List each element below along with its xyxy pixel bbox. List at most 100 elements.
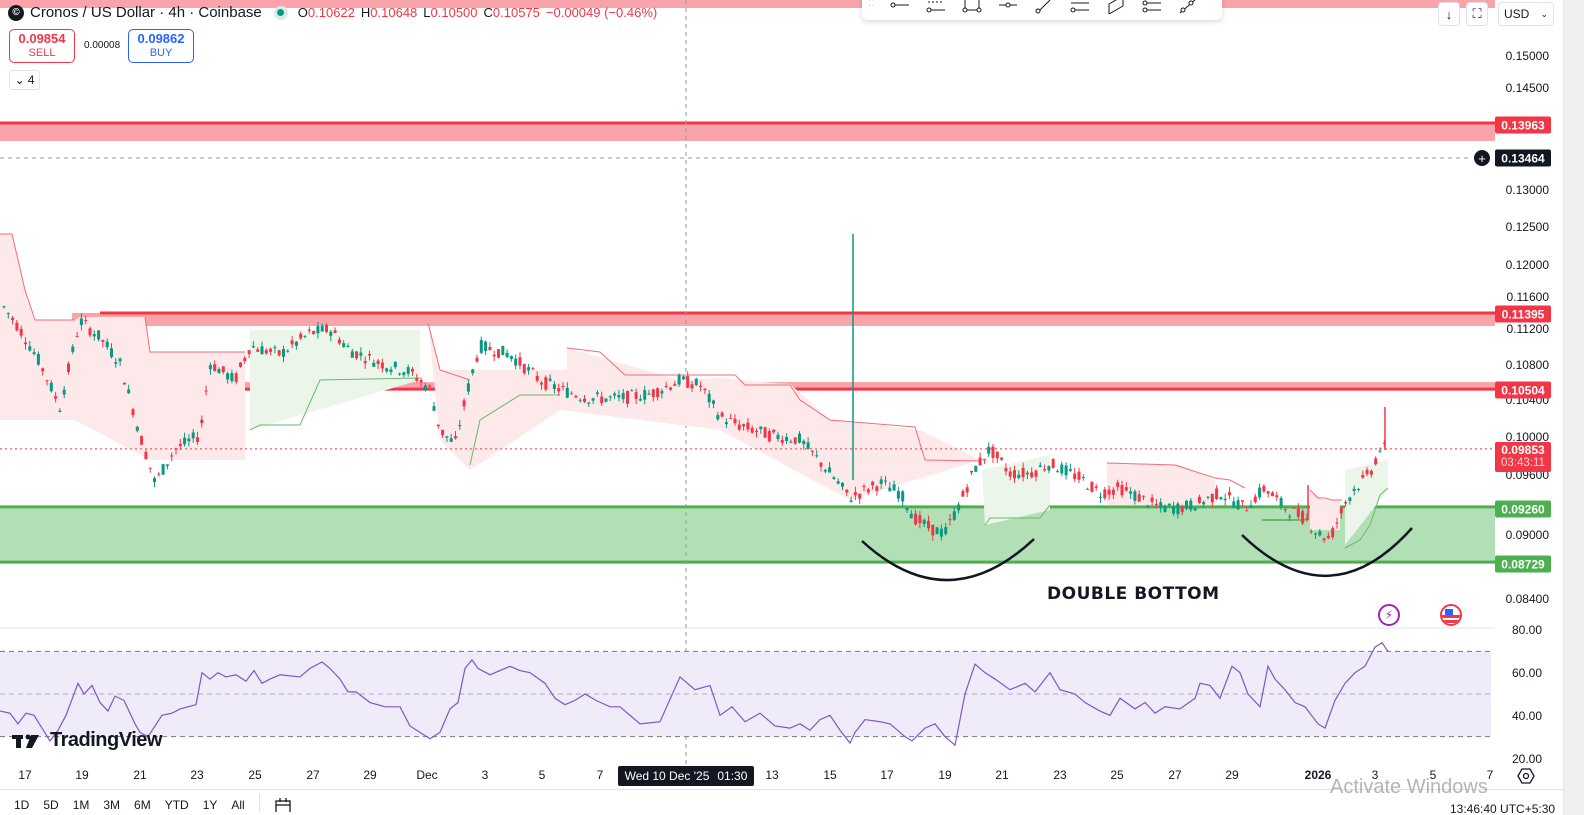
candle-body (355, 351, 359, 359)
horizontal-ray-tool-icon[interactable] (886, 0, 914, 18)
candle-body (1150, 497, 1154, 502)
currency-select[interactable]: USD ⌄ (1498, 2, 1554, 26)
supertrend-bear-fill (0, 234, 245, 460)
drag-handle-icon[interactable]: ⁚⁚ (868, 0, 875, 9)
range-6m-button[interactable]: 6M (134, 798, 151, 812)
rectangle-tool-icon[interactable] (958, 0, 986, 18)
range-1d-button[interactable]: 1D (14, 798, 30, 812)
candle-body (221, 366, 225, 373)
candle-body (724, 422, 728, 425)
candle-body (62, 389, 66, 395)
candle-body (1180, 506, 1184, 513)
candle-body (1331, 528, 1335, 538)
candle-body (707, 393, 711, 403)
candle-body (19, 328, 23, 336)
time-axis[interactable]: 17 19 21 23 25 27 29 Dec 3 5 7 13 15 17 … (0, 764, 1495, 786)
rsi-line (0, 641, 1389, 747)
tradingview-logo[interactable]: TradingView (12, 729, 162, 752)
candle-body (1146, 505, 1150, 507)
chevron-down-icon: ⌄ (14, 73, 25, 87)
candle-body (294, 341, 298, 346)
candle-body (720, 412, 724, 417)
candle-body (1228, 492, 1231, 496)
us-economic-event-flag-icon[interactable] (1440, 604, 1462, 626)
candle-body (651, 389, 655, 397)
candle-body (312, 331, 316, 335)
range-5d-button[interactable]: 5D (43, 798, 59, 812)
crosshair-time-tag: Wed 10 Dec '25 01:30 (618, 766, 754, 786)
fib-retracement-tool-icon[interactable] (1066, 0, 1094, 18)
time-tick-year: 2026 (1304, 768, 1332, 782)
candle-body (282, 349, 285, 357)
candle-body (1301, 511, 1305, 524)
double-bottom-annotation[interactable]: DOUBLE BOTTOM (1047, 584, 1220, 604)
support-zone (0, 506, 1495, 563)
candle-body (346, 345, 350, 347)
range-3m-button[interactable]: 3M (103, 798, 121, 812)
candle-body (879, 479, 883, 484)
candle-body (1047, 466, 1051, 471)
chart-settings-gear-icon[interactable] (1517, 767, 1535, 785)
candle-body (1309, 531, 1313, 533)
time-tick: 23 (190, 768, 204, 782)
candle-body (617, 395, 621, 398)
multi-line-tool-icon[interactable] (1138, 0, 1166, 18)
right-scrollbar[interactable] (1563, 0, 1584, 815)
parallel-channel-tool-icon[interactable] (922, 0, 950, 18)
candle-body (380, 362, 384, 369)
event-lightning-icon[interactable]: ⚡ (1378, 604, 1400, 626)
candle-body (1374, 458, 1378, 465)
range-1m-button[interactable]: 1M (72, 798, 90, 812)
candle-body (277, 350, 281, 356)
scroll-to-latest-button[interactable]: ↓ (1438, 2, 1460, 26)
chart-canvas[interactable] (0, 0, 1495, 765)
trend-line-tool-icon[interactable] (1030, 0, 1058, 18)
candle-body (527, 367, 531, 371)
sell-button[interactable]: 0.09854 SELL (9, 29, 75, 63)
candle-body (849, 500, 853, 503)
symbol-title[interactable]: Cronos / US Dollar · 4h · Coinbase (30, 4, 262, 21)
time-tick: 15 (823, 768, 837, 782)
candle-body (1339, 507, 1343, 514)
candle-body (67, 363, 70, 372)
candle-body (896, 491, 900, 499)
candle-body (690, 384, 694, 389)
candle-body (1249, 505, 1253, 509)
candle-body (492, 354, 496, 357)
candle-body (673, 384, 677, 386)
candle-body (458, 424, 462, 427)
supertrend-bull-line (984, 504, 1051, 526)
parallelogram-tool-icon[interactable] (1102, 0, 1130, 18)
add-alert-plus-icon[interactable]: + (1473, 149, 1491, 167)
candle-body (810, 450, 814, 452)
range-1y-button[interactable]: 1Y (202, 798, 218, 812)
fullscreen-button[interactable]: ⛶ (1466, 2, 1488, 26)
candle-body (1292, 507, 1296, 509)
range-ytd-button[interactable]: YTD (164, 798, 189, 812)
buy-button[interactable]: 0.09862 BUY (128, 29, 194, 63)
symbol-legend: © Cronos / US Dollar · 4h · Coinbase O0.… (8, 4, 657, 21)
candle-body (273, 347, 277, 349)
date-range-bar: 1D 5D 1M 3M 6M YTD 1Y All (0, 789, 1563, 815)
horizontal-line-tool-icon[interactable] (994, 0, 1022, 18)
last-price: 0.09853 (1501, 443, 1545, 457)
supertrend-bear-line (427, 322, 471, 381)
candle-body (755, 430, 758, 433)
candle-body (1068, 469, 1072, 471)
indicators-toggle-button[interactable]: ⌄ 4 (9, 70, 40, 90)
utc-clock[interactable]: 13:46:40 UTC+5:30 (1450, 802, 1556, 815)
go-to-date-calendar-icon[interactable] (274, 798, 292, 815)
path-tool-icon[interactable] (1174, 0, 1202, 18)
candle-body (987, 446, 991, 454)
candle-body (948, 519, 952, 521)
candle-body (823, 469, 827, 472)
candle-body (845, 489, 849, 493)
candle-body (613, 393, 617, 396)
time-tick: 21 (133, 768, 147, 782)
range-all-button[interactable]: All (231, 798, 245, 812)
candle-body (1008, 471, 1012, 477)
candle-body (974, 466, 978, 472)
spread-value: 0.00008 (84, 40, 121, 51)
candle-body (1111, 489, 1115, 495)
price-axis[interactable]: 0.15000 0.14500 0.13000 0.12500 0.12000 … (1495, 0, 1563, 766)
